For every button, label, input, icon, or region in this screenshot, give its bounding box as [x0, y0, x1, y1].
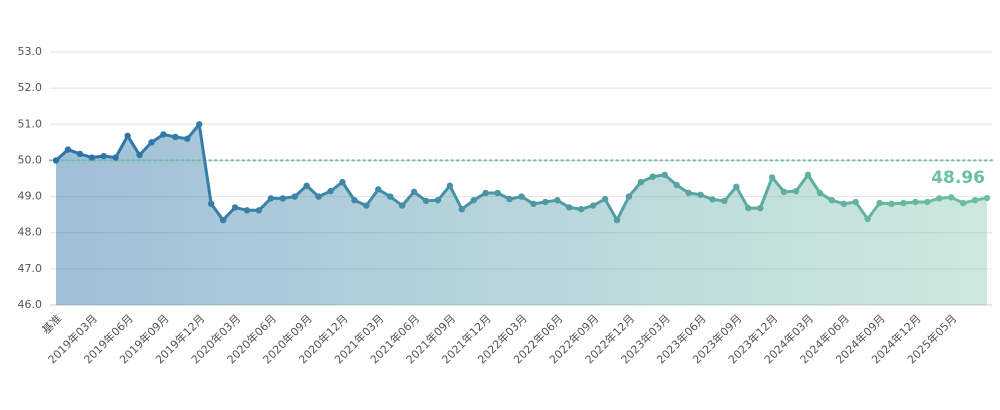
point: [816, 189, 824, 197]
y-tick-label: 46.0: [18, 298, 43, 311]
point: [231, 204, 239, 211]
point: [172, 133, 179, 141]
point: [184, 135, 191, 142]
point: [733, 183, 740, 191]
point: [971, 196, 979, 204]
point: [625, 193, 633, 200]
point: [721, 197, 728, 205]
point: [757, 204, 764, 212]
point: [387, 193, 394, 200]
point: [589, 202, 597, 209]
x-tick-label: 基准: [39, 312, 64, 337]
point: [864, 215, 871, 223]
point: [422, 197, 430, 205]
point: [243, 207, 251, 214]
point: [566, 204, 573, 211]
point: [434, 196, 442, 204]
point: [148, 139, 155, 146]
point: [136, 151, 143, 159]
y-tick-label: 52.0: [18, 81, 43, 94]
point: [494, 189, 501, 197]
point: [196, 121, 203, 128]
y-tick-label: 49.0: [18, 190, 43, 203]
point: [160, 131, 167, 138]
point: [363, 202, 370, 209]
point: [112, 154, 119, 161]
point: [291, 193, 298, 200]
y-tick-label: 53.0: [18, 45, 43, 58]
point: [219, 216, 227, 224]
point: [52, 157, 60, 164]
point: [709, 196, 716, 203]
point: [804, 171, 812, 179]
point: [542, 198, 549, 206]
point: [255, 207, 263, 214]
point: [792, 187, 800, 195]
point: [410, 188, 418, 196]
point: [876, 199, 883, 207]
point: [267, 195, 275, 202]
y-tick-label: 47.0: [18, 262, 43, 275]
point: [947, 194, 955, 201]
point: [900, 199, 907, 207]
point: [852, 198, 859, 206]
point: [936, 195, 943, 202]
point: [685, 189, 692, 197]
point: [912, 198, 919, 206]
point: [470, 196, 477, 204]
point: [315, 193, 322, 200]
area: [56, 124, 987, 306]
point: [661, 171, 668, 179]
point: [482, 189, 489, 197]
point: [697, 191, 704, 198]
point: [554, 196, 561, 204]
point: [279, 195, 286, 202]
last-value-label: 48.96: [931, 168, 985, 188]
point: [673, 181, 680, 189]
point: [577, 206, 585, 213]
point: [124, 132, 131, 140]
point: [888, 200, 895, 207]
point: [601, 195, 609, 203]
point: [76, 150, 84, 158]
point: [327, 187, 334, 195]
point: [506, 195, 513, 203]
y-tick-label: 51.0: [18, 117, 43, 130]
point: [959, 199, 967, 207]
point: [339, 178, 346, 186]
point: [88, 154, 96, 161]
point: [351, 196, 358, 204]
point: [745, 204, 752, 212]
point: [530, 200, 537, 207]
point: [207, 200, 215, 207]
point: [64, 146, 72, 153]
point: [518, 193, 525, 200]
point: [983, 194, 991, 202]
point: [828, 196, 836, 204]
point: [303, 182, 310, 189]
point: [375, 186, 382, 193]
point: [840, 200, 847, 207]
point: [780, 188, 788, 196]
point: [100, 152, 107, 160]
point: [649, 173, 656, 180]
point: [768, 174, 776, 181]
point: [613, 216, 621, 224]
y-tick-label: 50.0: [18, 153, 43, 166]
point: [458, 206, 466, 213]
point: [924, 198, 931, 206]
point: [398, 202, 406, 209]
y-tick-label: 48.0: [18, 226, 43, 239]
point: [637, 178, 645, 186]
point: [446, 182, 454, 189]
